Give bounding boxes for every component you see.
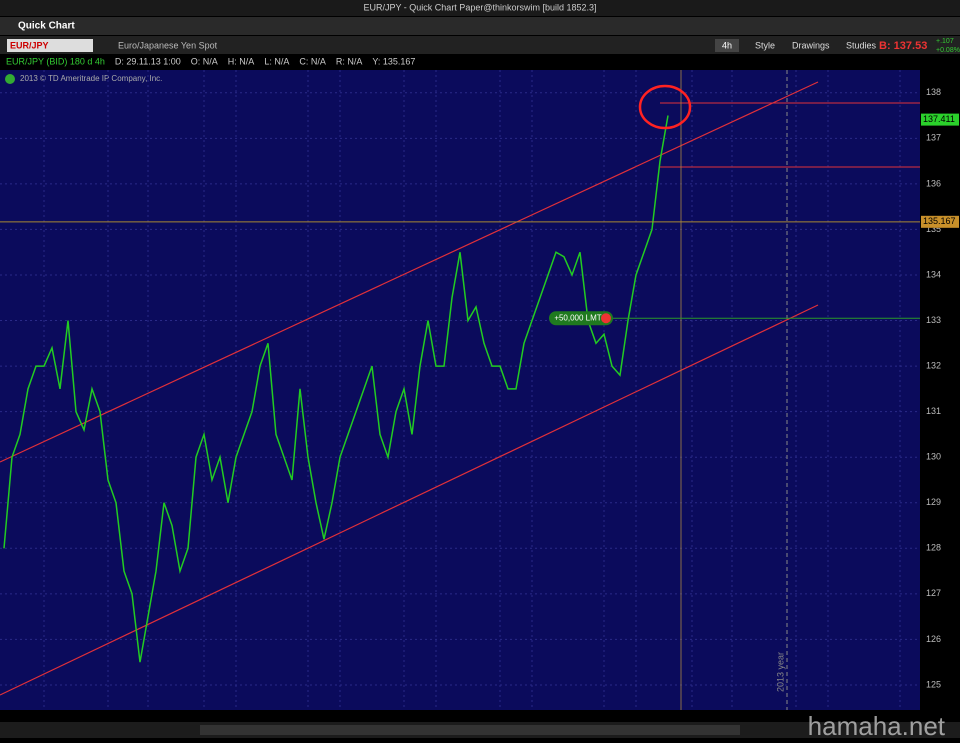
info-item: R: N/A bbox=[336, 56, 363, 66]
year-label: 2013 year bbox=[775, 652, 785, 692]
y-tick-label: 133 bbox=[926, 315, 941, 325]
y-tick-label: 137 bbox=[926, 133, 941, 143]
y-tick-label: 132 bbox=[926, 360, 941, 370]
order-cancel[interactable] bbox=[601, 313, 611, 324]
highlight-circle bbox=[638, 84, 692, 130]
y-tick-label: 126 bbox=[926, 634, 941, 644]
plot-area bbox=[0, 70, 920, 710]
change: +.107 bbox=[936, 38, 954, 45]
description: Euro/Japanese Yen Spot bbox=[118, 40, 218, 50]
info-item: EUR/JPY (BID) 180 d 4h bbox=[6, 56, 105, 66]
info-item: H: N/A bbox=[228, 56, 255, 66]
status-icon bbox=[5, 74, 15, 84]
y-tick-label: 138 bbox=[926, 87, 941, 97]
aggregation: 4h bbox=[722, 40, 732, 50]
info-item: L: N/A bbox=[264, 56, 289, 66]
y-tick-label: 131 bbox=[926, 406, 941, 416]
y-tick-label: 125 bbox=[926, 679, 941, 689]
y-tick-label: 134 bbox=[926, 269, 941, 279]
info-items: EUR/JPY (BID) 180 d 4h D: 29.11.13 1:00 O:… bbox=[6, 56, 415, 66]
info-item: C: N/A bbox=[299, 56, 326, 66]
symbol: EUR/JPY bbox=[10, 40, 49, 50]
watermark: hamaha.net bbox=[808, 711, 946, 738]
order-label: +50,000 LMT bbox=[554, 313, 601, 322]
studies-button[interactable]: Studies bbox=[846, 40, 877, 50]
order-pill bbox=[549, 311, 613, 326]
grid: 125 126 127 128 129 130 131 132 133 134 135 136 137 1… bbox=[0, 70, 941, 720]
drawings-button[interactable]: Drawings bbox=[792, 40, 830, 50]
price-line bbox=[3, 115, 669, 663]
level-tag-label: 135.167 bbox=[923, 216, 956, 226]
panel-header bbox=[0, 17, 960, 35]
y-tick-label: 136 bbox=[926, 178, 941, 188]
title-bar bbox=[0, 0, 960, 16]
level-tag bbox=[921, 215, 959, 228]
style-button[interactable]: Style bbox=[755, 40, 775, 50]
y-tick-label: 127 bbox=[926, 588, 941, 598]
channel-upper bbox=[0, 81, 819, 463]
bid: B: 137.53 bbox=[879, 40, 927, 52]
y-tick-label: 135 bbox=[926, 224, 941, 234]
last-price-label: 137.411 bbox=[923, 114, 955, 124]
info-item: D: 29.11.13 1:00 bbox=[115, 56, 181, 66]
y-tick-label: 130 bbox=[926, 452, 941, 462]
scroll-thumb[interactable] bbox=[200, 725, 740, 735]
change-pct: +0.08% bbox=[936, 47, 960, 54]
price-axis bbox=[920, 70, 960, 710]
y-tick-label: 128 bbox=[926, 543, 941, 553]
panel-title: Quick Chart bbox=[18, 21, 75, 32]
marks: +50,000 LMT 135.167 137.411 bbox=[0, 113, 959, 663]
info-item: O: N/A bbox=[191, 56, 218, 66]
time-axis bbox=[0, 710, 960, 722]
aggregation-box[interactable] bbox=[715, 39, 739, 52]
info-item: Y: 135.167 bbox=[372, 56, 415, 66]
y-tick-label: 129 bbox=[926, 497, 941, 507]
window-title: EUR/JPY - Quick Chart Paper@thinkorswim … bbox=[363, 2, 596, 12]
info-bar bbox=[0, 55, 960, 69]
copyright: 2013 © TD Ameritrade IP Company, Inc. bbox=[20, 74, 162, 83]
last-price-tag bbox=[921, 113, 959, 126]
symbol-box[interactable] bbox=[7, 39, 93, 52]
